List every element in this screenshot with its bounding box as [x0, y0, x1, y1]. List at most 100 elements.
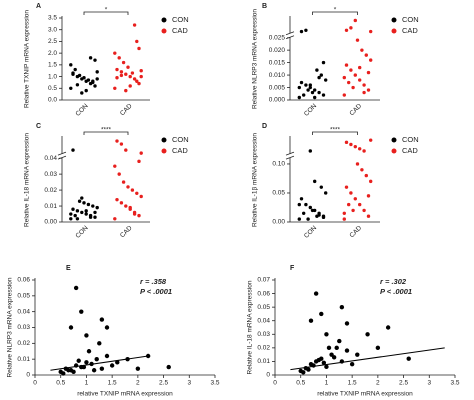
dot — [77, 199, 82, 203]
point — [115, 360, 120, 365]
dot — [95, 205, 99, 210]
dot — [73, 67, 77, 72]
x-tick-label: 2 — [136, 380, 140, 387]
dot — [299, 197, 304, 201]
annotation: r = .302 — [380, 277, 407, 286]
dot — [362, 90, 366, 95]
legend-label: CON — [402, 15, 419, 24]
point — [319, 311, 324, 317]
dot — [91, 79, 95, 83]
dot — [73, 213, 77, 218]
dot — [121, 180, 126, 184]
point — [301, 370, 306, 375]
dot — [119, 201, 124, 205]
dot — [91, 204, 95, 208]
dot — [135, 191, 139, 195]
legend-marker — [161, 137, 167, 143]
y-tick-label: 0.01 — [17, 356, 30, 363]
significance-label: * — [334, 7, 337, 14]
y-tick-label: 0.005 — [269, 84, 286, 91]
dot — [119, 142, 124, 146]
significance-bracket — [312, 11, 358, 15]
y-tick-label: 0.025 — [269, 34, 286, 41]
dot — [88, 215, 93, 219]
y-tick-label: 3.5 — [48, 15, 57, 22]
panel-letter: F — [290, 265, 295, 272]
y-tick-label: 0.06 — [17, 277, 30, 284]
point — [344, 348, 350, 353]
y-tick-label: 0.07 — [257, 277, 270, 284]
panel-letter: C — [36, 123, 41, 130]
y-tick-label: 0.02 — [44, 187, 57, 194]
significance-bracket — [83, 131, 129, 135]
dot — [137, 213, 141, 218]
dot — [93, 84, 97, 88]
dot — [80, 91, 84, 95]
dot — [69, 86, 73, 90]
point — [406, 356, 411, 361]
dot — [304, 202, 308, 207]
point — [104, 325, 110, 330]
point — [94, 356, 99, 362]
dot — [362, 83, 366, 87]
legend-marker — [391, 148, 397, 154]
dot — [69, 212, 73, 216]
dot — [349, 142, 353, 147]
x-tick-label: CAD — [348, 224, 363, 239]
x-tick-label: 2.5 — [399, 380, 408, 387]
y-axis-label: Relative NLRP3 mRNA expression — [7, 277, 14, 377]
dot — [353, 144, 357, 149]
dot — [139, 151, 143, 155]
x-tick-label: 1.5 — [348, 380, 357, 387]
dot — [355, 38, 360, 42]
dot — [299, 80, 304, 85]
dot — [113, 164, 117, 168]
dot — [84, 212, 88, 216]
dot — [355, 162, 360, 166]
point — [76, 358, 81, 363]
y-tick-label: 0.010 — [269, 72, 286, 79]
axis-break-mark — [285, 151, 295, 156]
dot — [349, 191, 353, 195]
point — [334, 345, 339, 351]
y-tick-label: 0.04 — [44, 155, 57, 162]
dot — [313, 88, 317, 92]
point — [385, 325, 391, 330]
dot — [139, 69, 143, 73]
y-tick-label: 0.00 — [272, 219, 285, 226]
dot — [344, 140, 349, 145]
dot — [319, 73, 323, 77]
legend-marker — [161, 17, 167, 23]
dot — [317, 213, 321, 217]
y-tick-label: 0.01 — [257, 358, 270, 365]
point — [321, 360, 327, 365]
dot — [297, 95, 301, 100]
y-axis-label: Relative NLRP3 mRNA expression — [252, 9, 259, 109]
dot — [349, 68, 353, 72]
dot — [342, 93, 346, 97]
y-tick-label: 0.020 — [269, 47, 286, 54]
point — [104, 353, 110, 359]
y-tick-label: 1.0 — [48, 73, 57, 80]
dot — [308, 83, 312, 87]
dot — [369, 29, 373, 34]
y-tick-label: 0.02 — [17, 340, 30, 347]
dot — [135, 39, 139, 44]
dot — [124, 88, 128, 93]
x-tick-label: 3 — [187, 380, 191, 387]
dot — [137, 81, 141, 86]
y-tick-label: 0.03 — [17, 324, 30, 331]
dot — [358, 147, 362, 151]
dot — [95, 77, 99, 81]
x-axis-label: relative TXNIP mRNA expression — [317, 391, 413, 398]
fit-line — [50, 355, 149, 371]
dot — [353, 197, 357, 201]
dot — [321, 60, 326, 65]
dot — [358, 78, 362, 82]
dot — [366, 194, 371, 198]
x-tick-label: CAD — [119, 224, 134, 239]
dot — [126, 185, 130, 189]
dot — [121, 60, 126, 65]
dot — [344, 63, 349, 67]
